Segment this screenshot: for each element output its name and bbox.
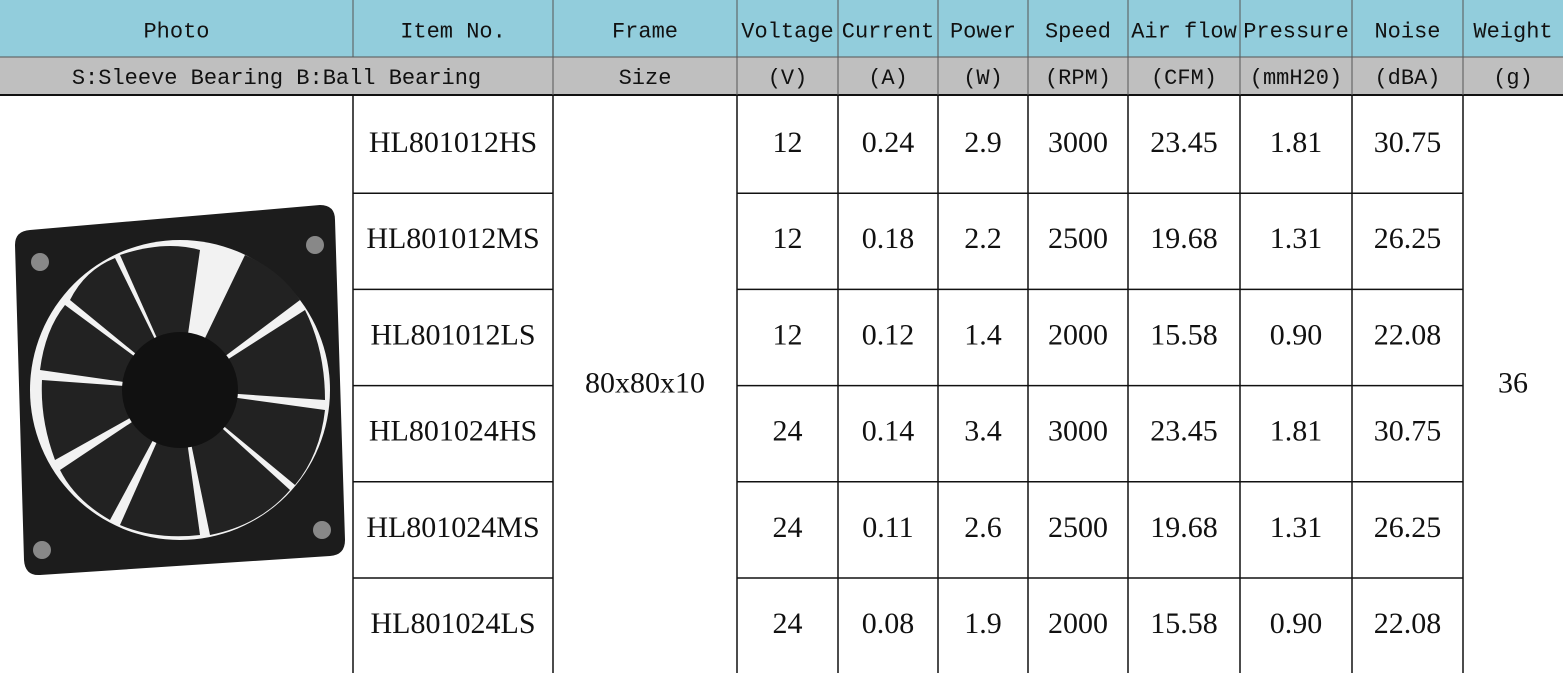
header-cell: Power: [950, 19, 1016, 44]
fan-photo: [15, 205, 345, 575]
header-cell: (A): [868, 66, 908, 91]
header-cell: Size: [619, 66, 672, 91]
table-cell: 19.68: [1150, 511, 1218, 544]
table-cell: HL801024HS: [369, 415, 537, 448]
table-cell: 0.90: [1270, 607, 1323, 640]
table-cell: 0.14: [862, 415, 915, 448]
header-cell: Weight: [1473, 19, 1552, 44]
table-cell: HL801024MS: [366, 511, 539, 544]
table-cell: 22.08: [1374, 607, 1442, 640]
header-cell: Current: [842, 19, 934, 44]
table-cell: 22.08: [1374, 318, 1442, 351]
header-cell: S:Sleeve Bearing B:Ball Bearing: [72, 66, 481, 91]
table-cell: 3.4: [964, 415, 1002, 448]
table-cell: 15.58: [1150, 607, 1218, 640]
table-cell: 2000: [1048, 607, 1108, 640]
table-cell: HL801012MS: [366, 222, 539, 255]
table-cell: 12: [773, 126, 803, 159]
table-cell: 0.90: [1270, 318, 1323, 351]
table-cell: 1.31: [1270, 511, 1323, 544]
spec-table: Photo Item No. Frame Voltage Current Power Spe…: [0, 0, 1563, 673]
table-cell: 80x80x10: [585, 366, 705, 399]
table-cell: 23.45: [1150, 415, 1218, 448]
header-cell: (CFM): [1151, 66, 1217, 91]
header-cell: (V): [768, 66, 808, 91]
header-cell: Frame: [612, 19, 678, 44]
table-cell: 2.9: [964, 126, 1002, 159]
table-cell: 0.24: [862, 126, 915, 159]
table-cell: 12: [773, 318, 803, 351]
table-cell: 1.31: [1270, 222, 1323, 255]
table-cell: HL801024LS: [371, 607, 536, 640]
header-cell: Item No.: [400, 19, 506, 44]
table-cell: 3000: [1048, 126, 1108, 159]
table-cell: HL801012HS: [369, 126, 537, 159]
table-cell: 0.08: [862, 607, 915, 640]
table-cell: 0.11: [862, 511, 913, 544]
table-cell: 30.75: [1374, 415, 1442, 448]
header-cell: Pressure: [1243, 19, 1349, 44]
table-cell: 2.2: [964, 222, 1002, 255]
header-cell: Voltage: [741, 19, 833, 44]
table-cell: 30.75: [1374, 126, 1442, 159]
table-cell: 24: [773, 511, 803, 544]
table-cell: 24: [773, 415, 803, 448]
header-cell: Speed: [1045, 19, 1111, 44]
table-cell: 1.81: [1270, 126, 1323, 159]
header-cell: (dBA): [1374, 66, 1440, 91]
table-cell: 23.45: [1150, 126, 1218, 159]
table-cell: 0.12: [862, 318, 915, 351]
header-cell: (g): [1493, 66, 1533, 91]
table-cell: 1.81: [1270, 415, 1323, 448]
table-cell: 15.58: [1150, 318, 1218, 351]
table-cell: 24: [773, 607, 803, 640]
table-cell: 3000: [1048, 415, 1108, 448]
header-cell: (mmH20): [1250, 66, 1342, 91]
table-cell: 36: [1498, 366, 1528, 399]
table-cell: 19.68: [1150, 222, 1218, 255]
table-cell: 2000: [1048, 318, 1108, 351]
table-cell: 12: [773, 222, 803, 255]
header-cell: (RPM): [1045, 66, 1111, 91]
header-cell: Air flow: [1131, 19, 1237, 44]
table-cell: 1.4: [964, 318, 1002, 351]
table-cell: 1.9: [964, 607, 1002, 640]
header-cell: Photo: [143, 19, 209, 44]
table-cell: 2500: [1048, 511, 1108, 544]
table-cell: 2.6: [964, 511, 1002, 544]
header-cell: Noise: [1374, 19, 1440, 44]
table-cell: 26.25: [1374, 511, 1442, 544]
table-cell: 2500: [1048, 222, 1108, 255]
table-cell: HL801012LS: [371, 318, 536, 351]
table-cell: 0.18: [862, 222, 915, 255]
header-cell: (W): [963, 66, 1003, 91]
table-cell: 26.25: [1374, 222, 1442, 255]
